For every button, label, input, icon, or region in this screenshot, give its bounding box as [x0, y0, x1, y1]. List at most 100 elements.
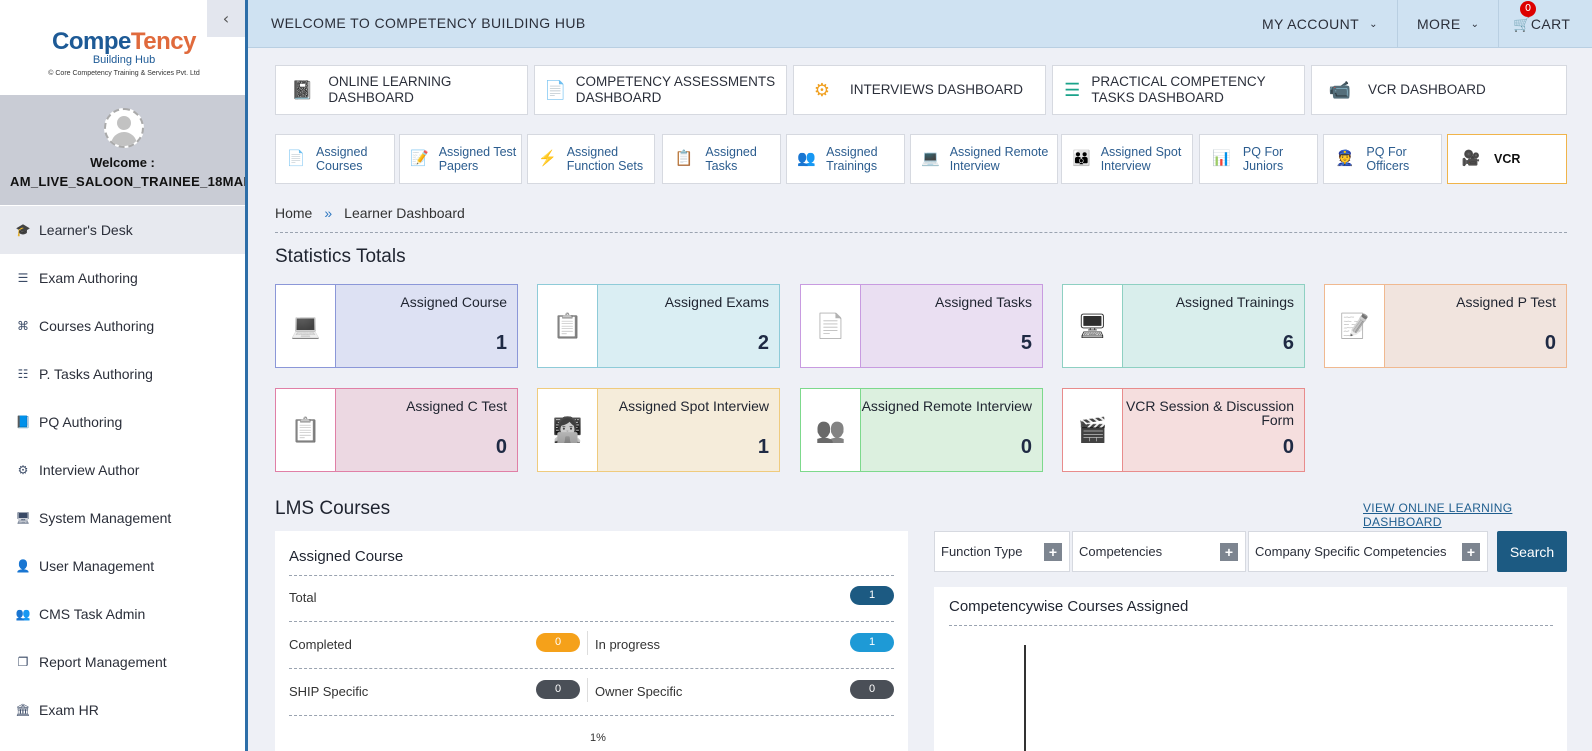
tab-assigned-test-papers[interactable]: 📝 Assigned Test Papers [399, 134, 522, 184]
stat-label: Assigned Course [400, 294, 507, 310]
dashboard-link-competency-assessments-dashboard[interactable]: 📄 COMPETENCY ASSESSMENTS DASHBOARD [534, 65, 787, 115]
chevron-down-icon: ⌄ [1369, 18, 1378, 30]
collapse-sidebar-button[interactable]: ‹ [207, 0, 245, 37]
tab-assigned-spot-interview[interactable]: 👪 Assigned Spot Interview [1061, 134, 1193, 184]
ship-specific-label: SHIP Specific [289, 684, 369, 699]
owner-specific-label: Owner Specific [595, 684, 683, 699]
assigned-course-card-title: Assigned Course [289, 548, 404, 565]
trainings-icon: 👥 [797, 150, 816, 167]
copy-icon: ❐ [17, 655, 29, 669]
stat-value: 0 [1544, 332, 1556, 354]
dashboard-link-practical-competency-tasks-dashboard[interactable]: ☰ PRACTICAL COMPETENCY TASKS DASHBOARD [1052, 65, 1305, 115]
desktop-icon: 🖥 [15, 511, 31, 525]
stat-label: Assigned Remote Interview [861, 398, 1032, 414]
sidebar-item-label: PQ Authoring [39, 414, 123, 430]
stat-value: 5 [1020, 332, 1032, 354]
documents-icon: 📄 [544, 80, 567, 100]
stat-label: Assigned C Test [406, 398, 507, 414]
competency-logo[interactable]: CompeTency Building Hub © Core Competenc… [48, 28, 200, 77]
tab-assigned-function-sets[interactable]: ⚡ Assigned Function Sets [527, 134, 655, 184]
exam-checklist-icon: 📋 [538, 285, 598, 367]
tab-assigned-courses[interactable]: 📄 Assigned Courses [275, 134, 395, 184]
ship-specific-badge: 0 [536, 680, 580, 699]
plus-icon[interactable]: + [1220, 542, 1238, 561]
user-icon: 👤 [15, 559, 31, 573]
sidebar-item-exam-authoring[interactable]: ☰ Exam Authoring [0, 254, 245, 302]
tab-vcr[interactable]: 🎥 VCR [1447, 134, 1567, 184]
completed-badge: 0 [536, 633, 580, 652]
competencies-filter[interactable]: Competencies + [1072, 531, 1246, 572]
sidebar-item-pq-authoring[interactable]: 📘 PQ Authoring [0, 398, 245, 446]
sidebar-item-cms-task-admin[interactable]: 👥 CMS Task Admin [0, 590, 245, 638]
sidebar-item-user-management[interactable]: 👤 User Management [0, 542, 245, 590]
stat-value: 6 [1282, 332, 1294, 354]
clipboard-icon: 📋 [674, 150, 694, 167]
laptop-book-icon: 💻 [276, 285, 336, 367]
tab-pq-for-juniors[interactable]: 📊 PQ For Juniors [1199, 134, 1318, 184]
more-menu[interactable]: MORE ⌄ [1417, 16, 1480, 32]
sidebar-item-label: Exam Authoring [39, 270, 138, 286]
user-plus-icon: 👥 [15, 607, 31, 621]
tab-assigned-tasks[interactable]: 📋 Assigned Tasks [662, 134, 781, 184]
sidebar-item-report-management[interactable]: ❐ Report Management [0, 638, 245, 686]
stat-value: 2 [757, 332, 769, 354]
tab-pq-for-officers[interactable]: 👮 PQ For Officers [1323, 134, 1442, 184]
tab-assigned-remote-interview[interactable]: 💻 Assigned Remote Interview [910, 134, 1058, 184]
welcome-label: Welcome : [90, 155, 155, 170]
sidebar-item-courses-authoring[interactable]: ⌘ Courses Authoring [0, 302, 245, 350]
stat-card-assigned-c-test[interactable]: 📋 Assigned C Test 0 [275, 388, 518, 472]
sidebar-item-label: P. Tasks Authoring [39, 366, 153, 382]
stat-label: Assigned Exams [664, 294, 769, 310]
stat-card-vcr-session-discussion-form[interactable]: 🎬 VCR Session & Discussion Form 0 [1062, 388, 1305, 472]
sidebar-item-label: User Management [39, 558, 155, 574]
search-button[interactable]: Search [1497, 531, 1567, 572]
breadcrumb-home[interactable]: Home [275, 205, 313, 221]
chart-title: Competencywise Courses Assigned [949, 598, 1189, 615]
book-icon: 📓 [290, 80, 314, 100]
sidebar-item-p-tasks-authoring[interactable]: ☷ P. Tasks Authoring [0, 350, 245, 398]
username: AM_LIVE_SALOON_TRAINEE_18MAR24@ [10, 174, 245, 189]
in-progress-badge: 1 [850, 633, 894, 652]
sidebar-item-learner-s-desk[interactable]: 🎓 Learner's Desk [0, 206, 245, 254]
plus-icon[interactable]: + [1044, 542, 1062, 561]
function-type-filter[interactable]: Function Type + [934, 531, 1070, 572]
profile-panel: Welcome : AM_LIVE_SALOON_TRAINEE_18MAR24… [0, 95, 245, 205]
page-welcome-title: WELCOME TO COMPETENCY BUILDING HUB [271, 15, 586, 31]
cart-button[interactable]: 🛒 CART [1513, 15, 1571, 33]
total-badge: 1 [850, 586, 894, 605]
sidebar-item-interview-author[interactable]: ⚙ Interview Author [0, 446, 245, 494]
sidebar-item-exam-hr[interactable]: 🏛 Exam HR [0, 686, 245, 734]
breadcrumb-current: Learner Dashboard [344, 205, 465, 221]
stat-card-assigned-spot-interview[interactable]: 👩‍💻 Assigned Spot Interview 1 [537, 388, 780, 472]
stat-card-assigned-tasks[interactable]: 📄 Assigned Tasks 5 [800, 284, 1043, 368]
topbar: WELCOME TO COMPETENCY BUILDING HUB [248, 0, 1592, 48]
assigned-course-card: Assigned Course Total 1 Completed 0 In p… [275, 531, 908, 751]
owner-specific-badge: 0 [850, 680, 894, 699]
progress-percent: 1% [590, 732, 606, 744]
my-account-menu[interactable]: MY ACCOUNT ⌄ [1262, 16, 1378, 32]
sidebar: CompeTency Building Hub © Core Competenc… [0, 0, 248, 751]
stat-card-assigned-p-test[interactable]: 📝 Assigned P Test 0 [1324, 284, 1567, 368]
stat-card-assigned-course[interactable]: 💻 Assigned Course 1 [275, 284, 518, 368]
stat-label: Assigned Tasks [934, 294, 1032, 310]
dashboard-link-interviews-dashboard[interactable]: ⚙ INTERVIEWS DASHBOARD [793, 65, 1046, 115]
spot-interview-icon: 👩‍💻 [538, 389, 598, 471]
total-label: Total [289, 590, 317, 605]
stat-card-assigned-exams[interactable]: 📋 Assigned Exams 2 [537, 284, 780, 368]
dashboard-link-online-learning-dashboard[interactable]: 📓 ONLINE LEARNING DASHBOARD [275, 65, 528, 115]
competencywise-chart-card: Competencywise Courses Assigned [934, 587, 1567, 751]
plus-icon[interactable]: + [1462, 542, 1480, 561]
cart-icon: 🛒 [1513, 15, 1531, 32]
view-online-learning-dashboard-link[interactable]: VIEW ONLINE LEARNING DASHBOARD [1363, 501, 1513, 529]
sidebar-item-system-management[interactable]: 🖥 System Management [0, 494, 245, 542]
stat-card-assigned-trainings[interactable]: 🖥 Assigned Trainings 6 [1062, 284, 1305, 368]
dashboard-link-vcr-dashboard[interactable]: 📹 VCR DASHBOARD [1311, 65, 1567, 115]
tab-assigned-trainings[interactable]: 👥 Assigned Trainings [786, 134, 905, 184]
sidebar-item-label: System Management [39, 510, 172, 526]
avatar [104, 108, 144, 148]
chevron-down-icon: ⌄ [1470, 18, 1480, 30]
function-sets-icon: ⚡ [538, 150, 557, 167]
stat-card-assigned-remote-interview[interactable]: 👥 Assigned Remote Interview 0 [800, 388, 1043, 472]
bank-icon: 🏛 [15, 703, 31, 717]
company-competencies-filter[interactable]: Company Specific Competencies + [1248, 531, 1488, 572]
